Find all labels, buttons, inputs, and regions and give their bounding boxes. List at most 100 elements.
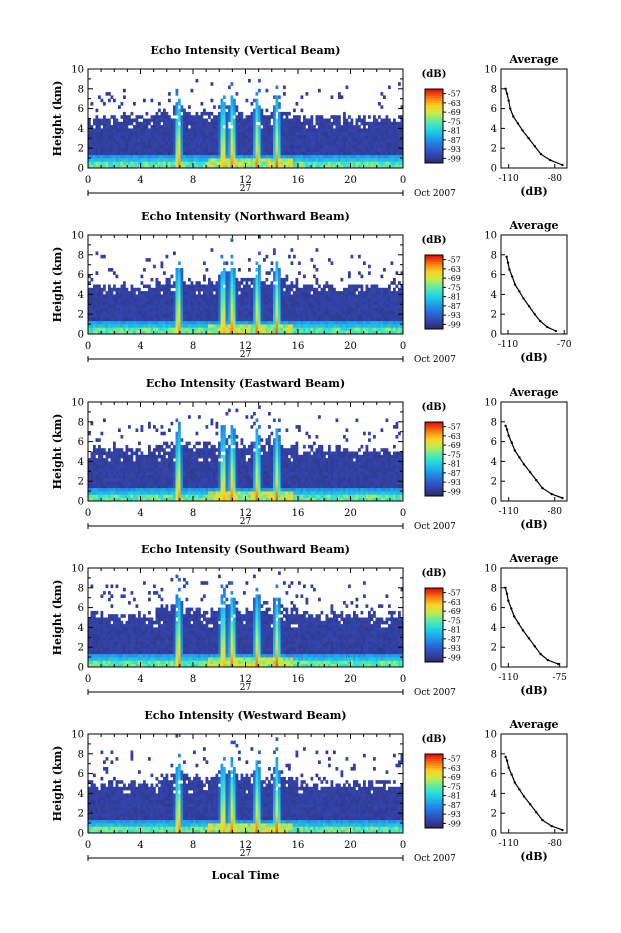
x-tick-label: 20 [344,674,357,685]
x-tick-label: 16 [292,840,305,851]
colorbar-segment [425,278,443,281]
date-label: Oct 2007 [414,189,456,199]
colorbar-segment [425,322,443,325]
colorbar-segment [425,287,443,290]
y-tick-label: 6 [78,437,84,448]
average-point [511,441,513,443]
colorbar-segment [425,630,443,633]
avg-y-tick-label: 6 [491,270,497,281]
colorbar-tick-label: -57 [448,589,461,598]
y-tick-label: 6 [78,270,84,281]
average-point [534,313,536,315]
x-tick-label: 8 [190,341,196,352]
colorbar-segment [425,280,443,283]
colorbar [425,255,443,329]
average-frame [501,69,567,168]
colorbar-tick-label: -87 [448,302,461,311]
y-tick-label: 0 [78,164,84,175]
average-point [557,663,559,665]
average-profile-line [506,89,563,165]
colorbar-segment [425,756,443,759]
x-tick-label: 16 [292,508,305,519]
colorbar-segment [425,473,443,476]
colorbar-segment [425,450,443,453]
colorbar-segment [425,782,443,785]
y-tick-label: 10 [71,398,84,409]
avg-y-tick-label: 8 [491,250,497,261]
panel-title: Echo Intensity (Vertical Beam) [150,44,340,57]
date-label: Oct 2007 [414,355,456,365]
colorbar-segment [425,618,443,621]
colorbar-segment [425,475,443,478]
colorbar-tick-label: -69 [448,441,461,450]
colorbar-segment [425,264,443,267]
colorbar-segment [425,257,443,260]
average-point [508,100,510,102]
colorbar-segment [425,800,443,803]
x-tick-label: 8 [190,508,196,519]
colorbar-segment [425,639,443,642]
colorbar-segment [425,297,443,300]
average-frame [501,235,567,334]
colorbar-segment [425,131,443,134]
x-tick-label: 4 [137,508,143,519]
colorbar-segment [425,156,443,159]
colorbar-segment [425,803,443,806]
y-tick-label: 8 [78,749,84,760]
colorbar-segment [425,609,443,612]
average-point [506,760,508,762]
x-tick-label: 0 [85,840,91,851]
x-tick-label: 0 [85,674,91,685]
avg-y-tick-label: 4 [491,623,497,634]
avg-x-tick-label: -110 [499,839,519,849]
colorbar-segment [425,613,443,616]
y-tick-label: 10 [71,730,84,741]
x-tick-label: 4 [137,175,143,186]
day-label: 27 [240,184,252,194]
colorbar-segment [425,607,443,610]
average-point [523,795,525,797]
y-tick-label: 4 [78,789,84,800]
colorbar-segment [425,459,443,462]
average-point [508,435,510,437]
panel-1: Echo Intensity (Vertical Beam)Height (km… [51,44,567,199]
average-point [513,615,515,617]
average-profile-line [506,757,563,830]
colorbar-segment [425,294,443,297]
colorbar-segment [425,595,443,598]
panel-2: Echo Intensity (Northward Beam)Height (k… [51,210,572,365]
colorbar-tick-label: -99 [448,320,461,329]
x-tick-label: 20 [344,508,357,519]
y-tick-label: 4 [78,290,84,301]
colorbar-tick-label: -63 [448,598,461,607]
colorbar-tick-label: -87 [448,469,461,478]
x-tick-label: 0 [400,674,406,685]
avg-x-tick-label: -75 [552,673,567,683]
colorbar-segment [425,441,443,444]
colorbar-segment [425,434,443,437]
colorbar-tick-label: -63 [448,265,461,274]
average-profile-line [506,426,563,498]
colorbar-tick-label: -93 [448,644,461,653]
colorbar-segment [425,791,443,794]
colorbar-segment [425,789,443,792]
x-tick-label: 4 [137,674,143,685]
average-point [561,497,563,499]
colorbar-unit: (dB) [422,69,447,80]
colorbar-tick-label: -57 [448,90,461,99]
y-tick-label: 0 [78,497,84,508]
colorbar-segment [425,154,443,157]
y-tick-label: 8 [78,583,84,594]
avg-y-tick-label: 10 [484,398,497,409]
average-point [522,629,524,631]
average-point [539,653,541,655]
colorbar-segment [425,646,443,649]
colorbar-segment [425,657,443,660]
x-tick-label: 8 [190,175,196,186]
colorbar-segment [425,140,443,143]
colorbar-tick-label: -93 [448,810,461,819]
colorbar-tick-label: -81 [448,293,461,302]
colorbar-segment [425,447,443,450]
